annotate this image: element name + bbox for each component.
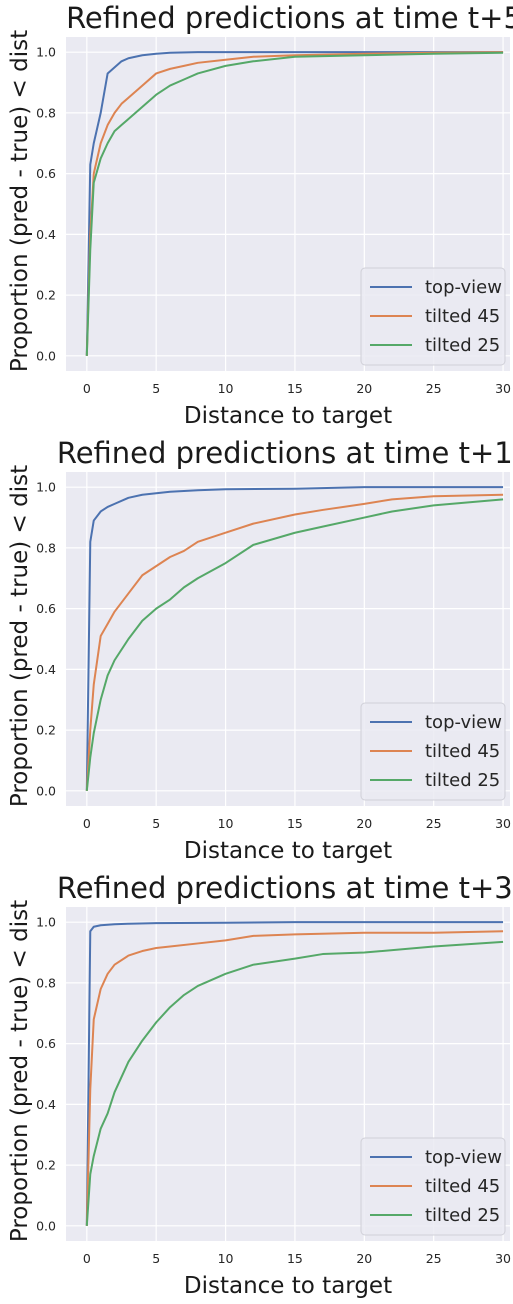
series-line-tilted-25 [85,51,504,356]
chart-3: Refined predictions at time t+30 0 5 10 15 20… [7,871,513,1299]
x-tick-label: 20 [356,816,372,831]
y-tick-label: 0.2 [36,288,56,303]
y-tick-label: 0.4 [36,662,56,677]
series-line-tilted-45 [85,493,504,791]
x-tick-label: 10 [218,1251,234,1266]
y-tick-label: 0.0 [36,1218,56,1233]
y-axis-label: Proportion (pred - true) < dist [7,900,33,1242]
x-tick-label: 20 [356,381,372,396]
legend: top-view tilted 45 tilted 25 [360,267,506,366]
series-line-top-view [85,486,504,791]
legend-entry: tilted 25 [425,1205,500,1226]
legend-entry: top-view [425,712,502,733]
legend-entry: tilted 25 [425,335,500,356]
x-axis-label: Distance to target [184,1273,392,1299]
series-line-tilted-45 [85,930,504,1226]
chart-panel-2: Refined predictions at time t+10 0 5 10 15 20… [0,435,513,869]
y-tick-label: 0.8 [36,540,56,555]
chart-panel-1: Refined predictions at time t+5 0 5 10 15 20 2… [0,0,513,434]
x-tick-label: 10 [218,816,234,831]
y-tick-label: 1.0 [36,915,56,930]
y-tick-label: 0.2 [36,1158,56,1173]
y-tick-label: 0.6 [36,1036,56,1051]
x-tick-label: 0 [83,1251,91,1266]
chart-title: Refined predictions at time t+10 [57,436,513,470]
x-tick-label: 5 [152,816,160,831]
x-tick-label: 5 [152,381,160,396]
legend-entry: tilted 25 [425,770,500,791]
legend-entry: top-view [425,277,502,298]
series-line-top-view [85,921,504,1226]
chart-title: Refined predictions at time t+5 [66,1,513,35]
legend-entry: tilted 45 [425,1176,500,1197]
x-tick-label: 30 [495,816,511,831]
y-tick-label: 0.8 [36,105,56,120]
y-tick-label: 1.0 [36,45,56,60]
legend: top-view tilted 45 tilted 25 [360,702,506,801]
chart-panel-3: Refined predictions at time t+30 0 5 10 15 20… [0,870,513,1304]
x-tick-label: 10 [218,381,234,396]
y-tick-label: 0.0 [36,783,56,798]
legend-entry: tilted 45 [425,306,500,327]
chart-2: Refined predictions at time t+10 0 5 10 15 20… [7,436,513,864]
y-tick-label: 1.0 [36,480,56,495]
x-tick-label: 30 [495,381,511,396]
x-tick-label: 25 [426,1251,442,1266]
series-line-top-view [85,51,504,356]
x-tick-label: 15 [287,381,303,396]
x-axis-label: Distance to target [184,838,392,864]
y-tick-label: 0.6 [36,166,56,181]
x-axis-label: Distance to target [184,403,392,429]
x-tick-label: 25 [426,816,442,831]
chart-title: Refined predictions at time t+30 [57,871,513,905]
x-tick-label: 0 [83,381,91,396]
legend-entry: tilted 45 [425,741,500,762]
legend-box [360,267,506,366]
x-tick-label: 20 [356,1251,372,1266]
y-tick-label: 0.6 [36,601,56,616]
x-tick-label: 15 [287,1251,303,1266]
x-tick-label: 5 [152,1251,160,1266]
series-line-tilted-25 [85,940,504,1226]
x-tick-label: 25 [426,381,442,396]
series-line-tilted-45 [85,51,504,356]
legend: top-view tilted 45 tilted 25 [360,1137,506,1236]
legend-box [360,702,506,801]
y-tick-label: 0.4 [36,1097,56,1112]
y-axis-label: Proportion (pred - true) < dist [7,30,33,372]
y-axis-label: Proportion (pred - true) < dist [7,465,33,807]
y-tick-label: 0.4 [36,227,56,242]
x-tick-label: 30 [495,1251,511,1266]
legend-entry: top-view [425,1147,502,1168]
series-line-tilted-25 [85,498,504,791]
legend-box [360,1137,506,1236]
x-tick-label: 15 [287,816,303,831]
y-tick-label: 0.0 [36,348,56,363]
y-tick-label: 0.2 [36,723,56,738]
y-tick-label: 0.8 [36,975,56,990]
chart-1: Refined predictions at time t+5 0 5 10 15 20 2… [7,1,513,429]
x-tick-label: 0 [83,816,91,831]
